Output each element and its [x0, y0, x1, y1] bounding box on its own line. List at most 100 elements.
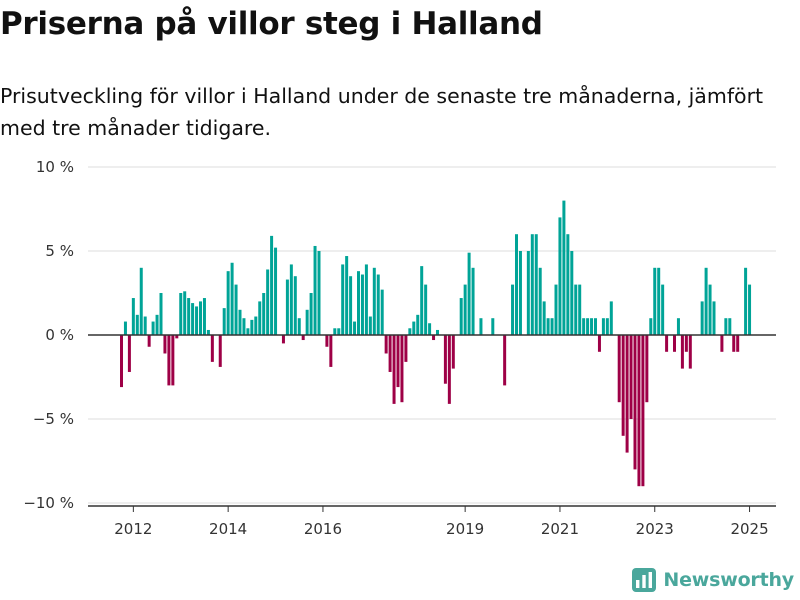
bar: [554, 284, 558, 335]
bar: [629, 335, 633, 419]
bar: [353, 321, 357, 335]
bar: [641, 335, 645, 487]
bar: [234, 284, 238, 335]
bar: [617, 335, 621, 403]
bar: [392, 335, 396, 404]
bar: [530, 234, 534, 335]
bar: [673, 335, 676, 352]
bar: [143, 316, 147, 335]
bar: [720, 335, 724, 352]
bar: [479, 318, 483, 335]
bar: [447, 335, 451, 404]
bar: [242, 318, 246, 335]
bar: [515, 234, 518, 335]
bar: [597, 335, 601, 352]
bar: [376, 274, 380, 335]
bar: [459, 298, 463, 335]
bar: [412, 321, 416, 335]
bar: [408, 328, 412, 335]
bar: [127, 335, 131, 372]
bar: [218, 335, 222, 367]
bar: [163, 335, 167, 354]
bar: [724, 318, 728, 335]
bar: [368, 316, 372, 335]
bar: [301, 335, 305, 341]
bar: [289, 264, 293, 335]
bar: [230, 262, 234, 335]
bar: [135, 314, 139, 335]
bar: [451, 335, 455, 369]
bar: [621, 335, 625, 436]
bar: [601, 318, 605, 335]
bar: [665, 335, 669, 352]
bar: [293, 276, 297, 335]
bar: [471, 267, 475, 335]
bar: [258, 301, 262, 335]
bar: [653, 267, 657, 335]
bar: [661, 284, 665, 335]
y-tick-label: −5 %: [33, 410, 74, 428]
bar: [309, 293, 313, 335]
y-tick-label: 0 %: [45, 326, 74, 344]
bar: [187, 298, 191, 335]
bar: [609, 301, 613, 335]
bar: [179, 293, 183, 335]
bar: [202, 298, 206, 335]
bar: [708, 284, 712, 335]
bar: [645, 335, 649, 403]
bar: [566, 234, 570, 335]
bar: [550, 318, 554, 335]
bar: [684, 335, 688, 352]
bar: [676, 318, 680, 335]
bar: [380, 289, 384, 335]
bar: [262, 293, 266, 335]
bar: [574, 284, 578, 335]
bar: [305, 309, 309, 335]
x-tick-label: 2014: [209, 520, 247, 538]
bar: [191, 303, 195, 335]
bar: [360, 274, 364, 335]
chart-subtitle: Prisutveckling för villor i Halland unde…: [0, 84, 764, 140]
bar: [526, 251, 530, 335]
bar: [586, 318, 590, 335]
bar: [728, 318, 732, 335]
bar-chart-logo-icon: [632, 568, 657, 592]
bar: [325, 335, 329, 347]
bar: [317, 251, 321, 335]
bar: [147, 335, 151, 347]
bar: [491, 318, 495, 335]
bar: [151, 321, 155, 335]
bar: [254, 316, 258, 335]
chart-title: Priserna på villor steg i Halland: [0, 6, 543, 42]
bar: [416, 314, 420, 335]
bar: [700, 301, 704, 335]
bar-chart: 10 % 5 % 0 % −5 % −10 % 2012 2014 2016 2019 2021 2…: [23, 0, 776, 538]
bar: [345, 256, 349, 335]
x-tick-label: 2021: [541, 520, 579, 538]
bar: [246, 328, 250, 335]
bar: [270, 235, 274, 335]
bar: [183, 291, 187, 335]
bar: [649, 318, 653, 335]
tick-labels: 10 % 5 % 0 % −5 % −10 % 2012 2014 2016 2019 2021 2…: [23, 0, 772, 538]
bar: [281, 335, 285, 344]
bar: [337, 328, 341, 335]
bar: [226, 271, 230, 335]
bar: [159, 293, 163, 335]
bar: [542, 301, 546, 335]
bar: [534, 234, 538, 335]
bar: [503, 335, 507, 386]
x-tick-label: 2012: [114, 520, 152, 538]
latest-value-label: 3 %: [743, 0, 773, 4]
bar: [637, 335, 641, 487]
bar: [131, 298, 135, 335]
bar: [688, 335, 692, 369]
bar: [250, 319, 254, 335]
bar: [199, 301, 202, 335]
bar: [333, 328, 337, 335]
bar: [123, 321, 127, 335]
bar: [424, 284, 428, 335]
bar: [680, 335, 684, 369]
bar: [594, 318, 597, 335]
newsworthy-logo: Newsworthy: [632, 568, 794, 592]
